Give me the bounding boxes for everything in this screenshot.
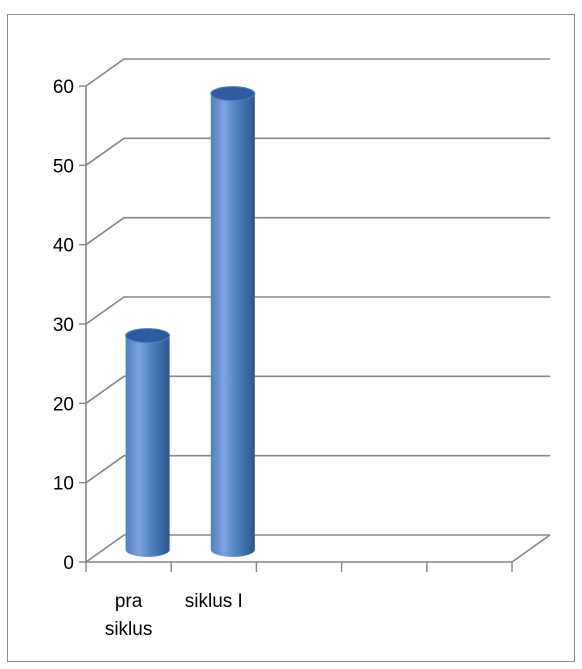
floor-right-edge (511, 534, 551, 563)
y-tick-label-60: 60 (53, 77, 74, 98)
x-tick-label-1: siklus I (185, 591, 243, 612)
y-tick-label-10: 10 (53, 474, 74, 495)
bar-0 (125, 328, 171, 557)
y-tick-label-40: 40 (53, 236, 74, 257)
grid-line-0 (85, 534, 550, 563)
bar-top-0 (125, 328, 171, 344)
grid-line-10 (85, 454, 550, 484)
grid-line-30 (85, 296, 550, 325)
grid-line-40 (85, 216, 550, 246)
y-tick-label-20: 20 (53, 394, 74, 415)
x-axis-tick-labels: pra siklus siklus I (105, 591, 243, 640)
grid-line-60 (85, 58, 550, 87)
grid-line-20 (85, 375, 550, 404)
bar-body-1 (210, 93, 255, 557)
bar-body-0 (125, 335, 170, 557)
grid-line-50 (85, 137, 550, 166)
bar-top-1 (210, 86, 256, 102)
y-axis-tick-labels: 0 10 20 30 40 50 60 (53, 77, 74, 574)
grid-lines (85, 58, 550, 563)
x-tick-label-0: pra siklus (105, 591, 153, 640)
axes (79, 85, 551, 572)
y-tick-label-30: 30 (53, 315, 74, 336)
bars (125, 86, 256, 557)
bar-1 (210, 86, 256, 557)
y-tick-label-0: 0 (63, 553, 74, 574)
chart-frame (7, 14, 575, 662)
y-tick-label-50: 50 (53, 156, 74, 177)
